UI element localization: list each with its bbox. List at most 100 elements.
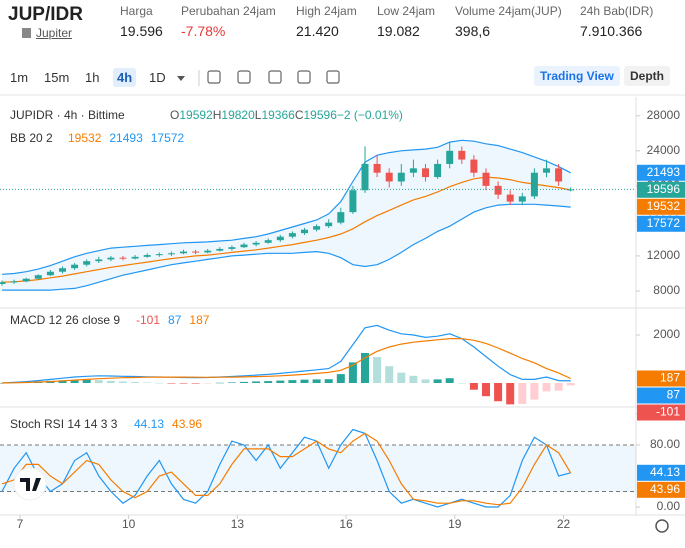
macd-histogram-bar	[94, 380, 103, 383]
x-tick-label: 19	[448, 517, 462, 531]
macd-histogram-bar	[58, 380, 67, 383]
interval-button[interactable]: 4h	[113, 68, 137, 87]
macd-histogram-bar	[143, 382, 152, 384]
macd-histogram-bar	[469, 382, 478, 390]
macd-histogram-bar	[191, 382, 200, 384]
x-tick-label: 13	[231, 517, 245, 531]
axis-value-label: 44.13	[650, 465, 680, 479]
legend-item: 21493	[109, 131, 143, 145]
macd-histogram-bar	[566, 382, 575, 386]
candle-body	[10, 281, 18, 283]
macd-histogram-bar	[131, 382, 140, 383]
legend-name: JUPIDR · 4h · Bittime	[10, 108, 125, 122]
interval-button[interactable]: 1m	[10, 70, 29, 85]
macd-histogram-bar	[179, 382, 188, 384]
macd-histogram-bar	[227, 382, 236, 383]
candle-body	[409, 168, 417, 173]
macd-histogram-bar	[264, 381, 273, 383]
view-button[interactable]: Depth	[624, 66, 670, 86]
macd-histogram-bar	[300, 379, 309, 383]
axis-value-tag	[637, 464, 685, 481]
tool-icon[interactable]	[237, 70, 251, 84]
axis-value-tag	[637, 198, 685, 215]
legend-item: 19366	[261, 108, 295, 122]
macd-histogram-bar	[336, 374, 345, 383]
stat-label: Volume 24jam(JUP)	[455, 4, 562, 18]
macd-line	[1, 324, 571, 384]
legend-item: 17572	[151, 131, 185, 145]
axis-value-label: 21493	[647, 165, 681, 179]
candle-body	[107, 257, 115, 260]
candle-body	[543, 168, 550, 173]
macd-legend: -101 87 187	[136, 313, 210, 327]
macd-histogram-bar	[554, 382, 563, 391]
axis-value-label: 43.96	[650, 482, 680, 496]
candle-body	[228, 247, 236, 249]
stat-label: Harga	[120, 4, 153, 18]
y-tick-label: 2000	[653, 327, 680, 341]
settings-icon[interactable]	[655, 519, 669, 533]
stoch-d	[1, 432, 572, 506]
candle-body	[470, 159, 478, 173]
project-icon	[22, 28, 31, 38]
stoch-legend: 44.13 43.96	[134, 417, 202, 431]
macd-histogram-bar	[373, 357, 382, 383]
bb-legend: 19532 21493 17572	[68, 131, 184, 145]
legend-item: C	[295, 108, 304, 122]
interval-button[interactable]: 1h	[85, 70, 100, 85]
y-tick-label: 80.00	[650, 437, 680, 451]
bb-upper	[1, 139, 571, 275]
candle-body	[34, 275, 42, 279]
macd-histogram-bar	[155, 382, 164, 384]
candle-body	[397, 172, 405, 182]
stoch-k	[1, 428, 571, 508]
tool-icon[interactable]	[297, 70, 311, 84]
candle-body	[22, 278, 30, 282]
project-name[interactable]: Jupiter	[36, 26, 73, 40]
tool-icon[interactable]	[207, 70, 221, 84]
candle-body	[192, 251, 200, 253]
axis-value-tag	[637, 164, 685, 181]
pair-title: JUP/IDR	[8, 4, 83, 25]
candle-body	[252, 242, 260, 245]
y-tick-label: 12000	[647, 248, 681, 262]
candle-body	[518, 196, 526, 202]
stat-value: -7.78%	[181, 23, 226, 39]
legend-item: 43.96	[172, 417, 202, 431]
macd-histogram-bar	[348, 362, 357, 383]
axis-value-tag	[637, 181, 685, 198]
candle-body	[204, 250, 212, 253]
tool-icon[interactable]	[268, 70, 282, 84]
candle-body	[301, 229, 308, 234]
legend-item: H	[213, 108, 222, 122]
candle-body	[95, 259, 103, 262]
project-link[interactable]: Jupiter	[22, 26, 72, 40]
axis-value-tag	[637, 387, 685, 404]
x-tick-label: 10	[122, 517, 136, 531]
view-button[interactable]: Trading View	[534, 66, 620, 86]
macd-histogram-bar	[385, 366, 394, 383]
macd-histogram-bar	[82, 379, 91, 383]
macd-histogram-bar	[421, 379, 430, 383]
candle-body	[530, 172, 538, 197]
macd-histogram-bar	[312, 379, 321, 383]
macd-histogram-bar	[518, 382, 527, 404]
legend-item: O	[170, 108, 179, 122]
axis-value-label: -101	[656, 405, 680, 419]
interval-button[interactable]: 1D	[149, 70, 166, 85]
candle-body	[337, 212, 345, 223]
axis-value-tag	[637, 481, 685, 498]
macd-histogram-bar	[530, 382, 539, 400]
macd-histogram-bar	[409, 375, 418, 383]
candle-body	[288, 233, 296, 237]
candle-body	[506, 194, 514, 202]
candle-body	[494, 185, 502, 195]
tool-icon[interactable]	[326, 70, 340, 84]
candle-body	[59, 268, 66, 272]
candle-body	[482, 172, 490, 186]
candle-body	[349, 190, 357, 213]
interval-button[interactable]: 15m	[44, 70, 70, 85]
y-tick-label: 28000	[647, 108, 681, 122]
macd-histogram-bar	[252, 381, 261, 383]
